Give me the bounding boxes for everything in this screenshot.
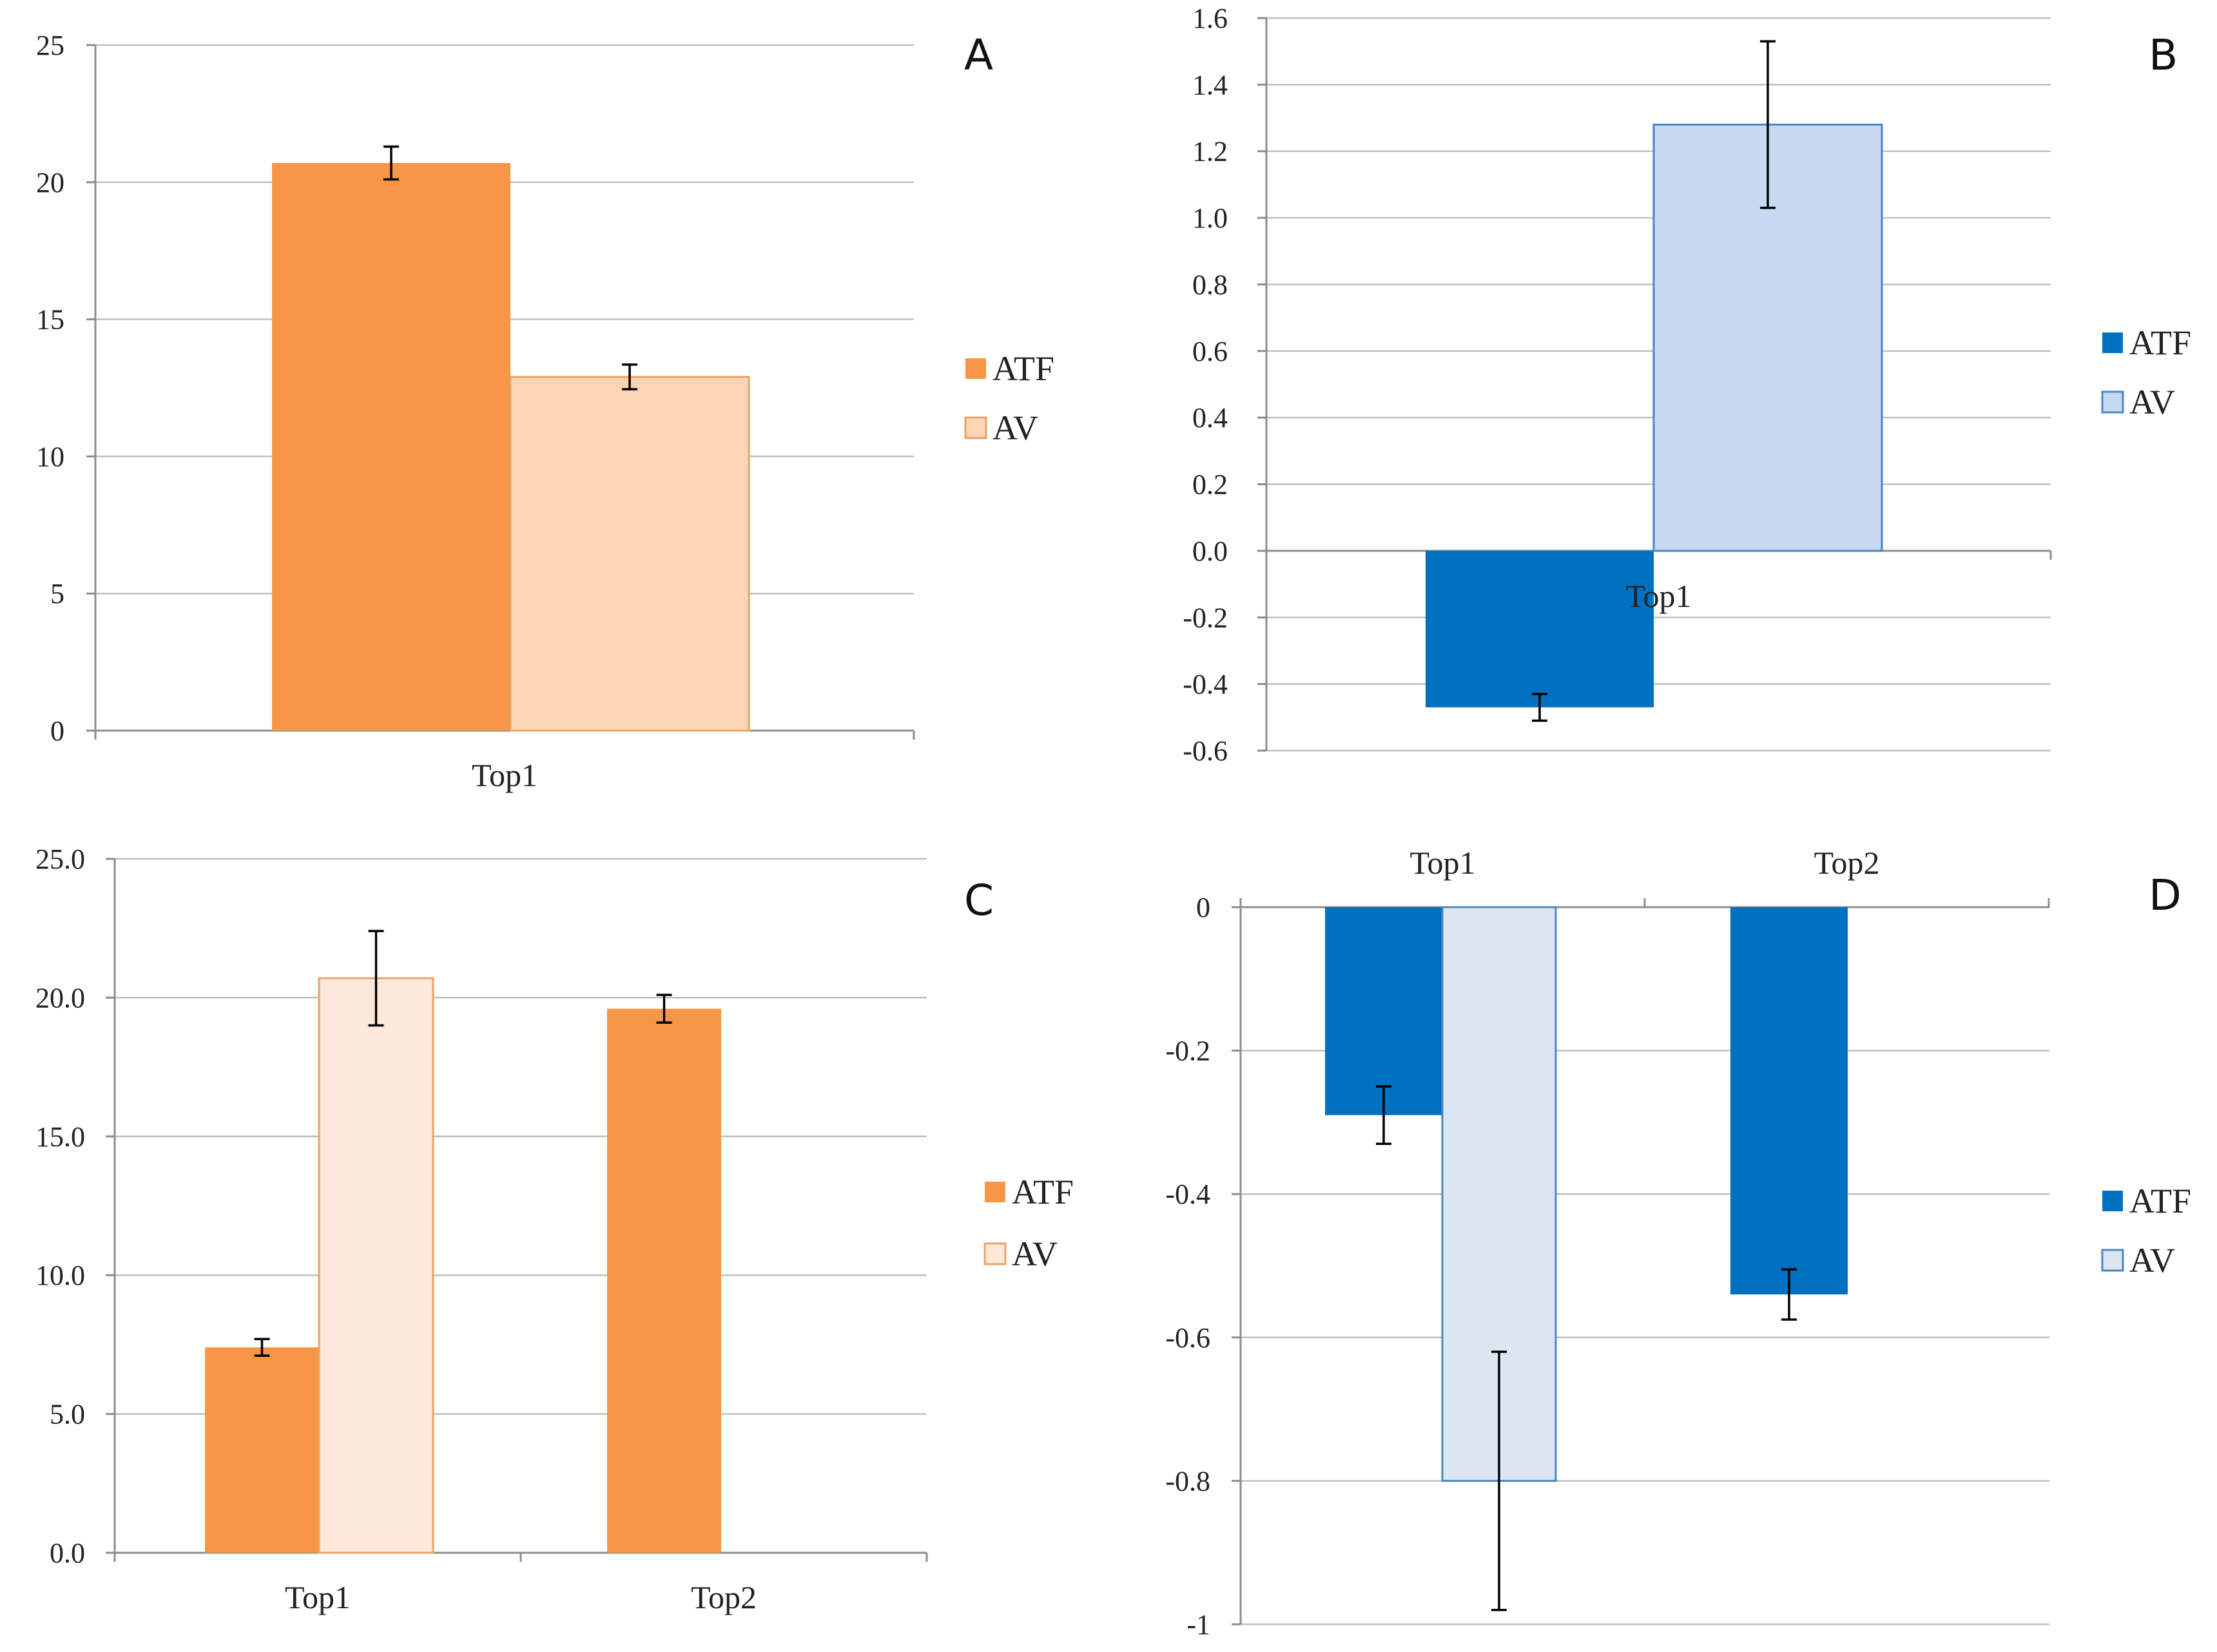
panel-label: A (964, 30, 993, 80)
bar-atf-top1 (1426, 550, 1654, 707)
legend-label: ATF (992, 349, 1054, 388)
y-tick-label: 0 (1196, 892, 1210, 923)
y-tick-label: 10.0 (35, 1260, 85, 1291)
y-tick-label: 5 (50, 578, 64, 610)
y-tick-label: 0.0 (50, 1537, 85, 1569)
y-tick-label: -0.4 (1183, 669, 1228, 700)
panel-a: 0 5 10 15 20 25 Top1 ATF AV A (36, 30, 1054, 793)
y-tick-label: 0.4 (1192, 402, 1228, 434)
y-tick-label: -0.6 (1183, 735, 1228, 767)
panel-label: C (964, 876, 994, 925)
y-tick-label: 20.0 (35, 982, 85, 1013)
y-tick-label: 20 (36, 167, 64, 198)
category-label: Top1 (1409, 845, 1475, 881)
legend-label: AV (2129, 1241, 2175, 1280)
y-tick-label: 0.6 (1192, 336, 1228, 367)
legend-swatch-av (964, 416, 987, 439)
y-tick-label: 0.8 (1192, 269, 1228, 300)
bar-atf-top2 (607, 1008, 721, 1553)
legend-label: AV (992, 408, 1038, 447)
category-label: Top2 (691, 1579, 757, 1615)
bar-av-top1 (509, 376, 750, 732)
legend-label: ATF (2129, 323, 2191, 362)
panel-d: -1 -0.8 -0.6 -0.4 -0.2 0 Top1 Top2 ATF AV D (1165, 845, 2191, 1640)
y-tick-label: -0.4 (1165, 1178, 1210, 1210)
y-tick-label: 1.0 (1192, 202, 1228, 234)
y-tick-label: -0.6 (1165, 1322, 1210, 1354)
bar-atf-top2 (1730, 907, 1848, 1295)
legend-swatch-av (2101, 1249, 2124, 1272)
category-label: Top2 (1814, 845, 1879, 881)
category-label: Top1 (1625, 578, 1691, 614)
y-tick-label: 25 (36, 30, 64, 61)
panel-b: -0.6 -0.4 -0.2 0.0 0.2 0.4 0.6 0.8 1.0 1.2 1.4 1.6 T… (1183, 3, 2191, 767)
bar-av-top1 (318, 977, 434, 1554)
legend-label: AV (1012, 1234, 1058, 1273)
bar-atf-top1 (272, 163, 510, 731)
panel-c: 0.0 5.0 10.0 15.0 20.0 25.0 Top1 Top2 ATF AV C (35, 843, 1074, 1615)
category-label: Top1 (472, 757, 537, 793)
bar-atf-top1 (205, 1347, 319, 1553)
y-tick-label: 0.0 (1192, 535, 1228, 567)
y-tick-label: -0.2 (1165, 1035, 1210, 1067)
y-tick-label: 1.4 (1192, 69, 1228, 101)
y-tick-label: 1.2 (1192, 136, 1228, 168)
legend-label: ATF (1012, 1173, 1074, 1211)
y-tick-label: 5.0 (50, 1399, 85, 1430)
bar-atf-top1 (1325, 907, 1442, 1115)
legend-swatch-atf (985, 1182, 1005, 1202)
y-tick-label: 1.6 (1192, 3, 1228, 34)
y-tick-label: 15.0 (35, 1121, 85, 1153)
y-tick-label: 0 (50, 715, 64, 747)
category-label: Top1 (285, 1579, 351, 1615)
legend-label: AV (2129, 383, 2175, 421)
y-tick-label: -0.8 (1165, 1465, 1210, 1497)
legend-swatch-av (2101, 390, 2124, 414)
y-tick-label: -1 (1186, 1609, 1210, 1640)
y-tick-label: 0.2 (1192, 469, 1228, 501)
panel-label: D (2149, 870, 2182, 920)
legend-swatch-av (983, 1242, 1007, 1265)
y-tick-label: 15 (36, 304, 64, 336)
legend-swatch-atf (2102, 332, 2123, 353)
y-tick-label: 10 (36, 441, 64, 472)
panel-label: B (2149, 30, 2178, 80)
y-tick-label: 25.0 (35, 843, 85, 875)
legend-swatch-atf (2102, 1191, 2123, 1211)
legend-swatch-atf (965, 358, 986, 379)
y-tick-label: -0.2 (1183, 602, 1228, 633)
legend-label: ATF (2129, 1182, 2191, 1220)
